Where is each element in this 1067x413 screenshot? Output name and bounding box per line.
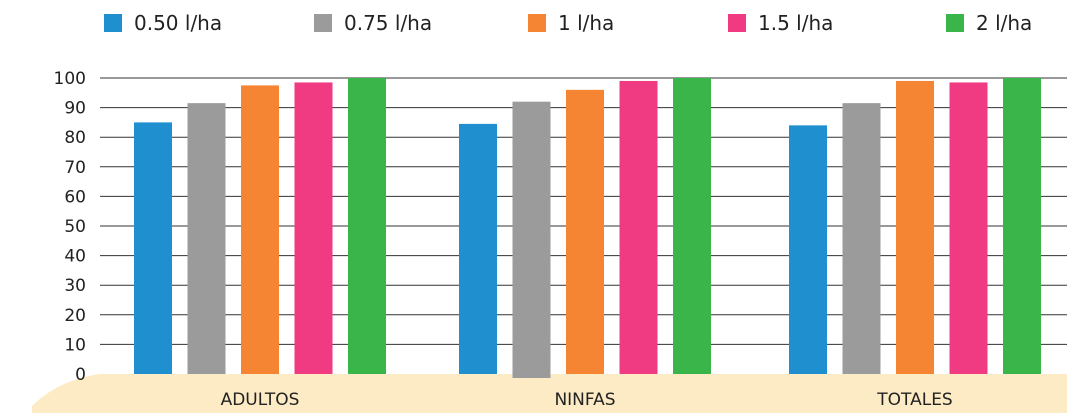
y-tick-label: 50 xyxy=(64,217,86,237)
legend: 0.50 l/ha 0.75 l/ha 1 l/ha 1.5 l/ha 2 l/… xyxy=(0,6,1067,40)
legend-item-2: 1 l/ha xyxy=(528,6,614,40)
legend-swatch-3 xyxy=(728,14,746,32)
y-axis-ticks: 0 10 20 30 40 50 60 70 80 90 100 xyxy=(54,69,86,385)
legend-swatch-2 xyxy=(528,14,546,32)
legend-item-0: 0.50 l/ha xyxy=(104,6,222,40)
legend-label-0: 0.50 l/ha xyxy=(134,11,223,35)
bar xyxy=(187,103,226,374)
x-axis-labels: ADULTOS NINFAS TOTALES xyxy=(221,390,953,410)
y-tick-label: 20 xyxy=(64,306,86,326)
bar xyxy=(673,78,711,374)
bar xyxy=(134,122,172,375)
legend-item-4: 2 l/ha xyxy=(946,6,1032,40)
legend-item-3: 1.5 l/ha xyxy=(728,6,833,40)
y-tick-label: 10 xyxy=(64,335,86,355)
bar xyxy=(294,82,333,374)
x-category-label: ADULTOS xyxy=(221,390,300,410)
x-category-label: NINFAS xyxy=(554,390,615,410)
category-band xyxy=(32,374,1067,413)
legend-swatch-1 xyxy=(314,14,332,32)
y-tick-label: 100 xyxy=(54,69,86,89)
y-tick-label: 40 xyxy=(64,247,86,267)
y-tick-label: 60 xyxy=(64,187,86,207)
legend-swatch-4 xyxy=(946,14,964,32)
bar xyxy=(896,80,934,375)
bar xyxy=(512,101,551,379)
legend-item-1: 0.75 l/ha xyxy=(314,6,432,40)
bar xyxy=(949,82,988,374)
bars xyxy=(134,78,1041,379)
y-tick-label: 90 xyxy=(64,99,86,119)
bar xyxy=(566,89,604,374)
legend-label-3: 1.5 l/ha xyxy=(758,11,834,35)
category-band-shape xyxy=(32,374,1067,413)
legend-label-1: 0.75 l/ha xyxy=(344,11,433,35)
y-tick-label: 80 xyxy=(64,128,86,148)
y-tick-label: 30 xyxy=(64,276,86,296)
bar xyxy=(241,85,279,375)
legend-swatch-0 xyxy=(104,14,122,32)
y-tick-label: 70 xyxy=(64,158,86,178)
bar xyxy=(789,125,827,374)
x-category-label: TOTALES xyxy=(876,390,952,410)
bar xyxy=(1003,78,1041,374)
bar xyxy=(842,103,881,374)
y-tick-label: 0 xyxy=(75,365,86,385)
bar xyxy=(619,80,658,375)
legend-label-2: 1 l/ha xyxy=(558,11,615,35)
bar xyxy=(348,78,386,374)
legend-label-4: 2 l/ha xyxy=(976,11,1033,35)
bar xyxy=(459,123,497,374)
